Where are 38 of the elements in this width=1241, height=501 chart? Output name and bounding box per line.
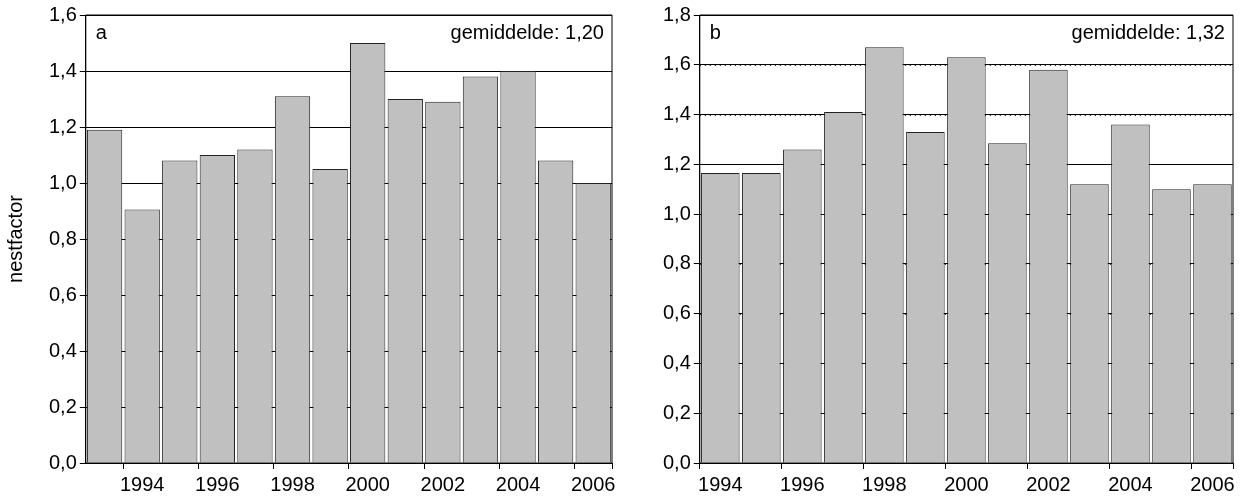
y-tick-label: 1,2 bbox=[662, 151, 691, 174]
y-tick-label: 1,6 bbox=[48, 2, 77, 25]
y-tick-label: 1,6 bbox=[662, 52, 691, 75]
y-axis-title: nestfactor bbox=[3, 194, 26, 283]
y-tick-label: 0,4 bbox=[48, 338, 77, 361]
y-tick-label: 0,8 bbox=[662, 251, 691, 274]
y-tick-label: 1,2 bbox=[48, 114, 77, 137]
annotation: b bbox=[709, 20, 721, 43]
y-tick-label: 0,8 bbox=[48, 226, 77, 249]
x-tick-label: 2000 bbox=[944, 472, 989, 495]
x-tick-label: 2004 bbox=[495, 472, 541, 495]
y-tick-label: 1,0 bbox=[48, 170, 77, 193]
y-tick-label: 0,2 bbox=[48, 394, 77, 417]
y-tick-label: 1,0 bbox=[662, 201, 691, 224]
x-tick-label: 2002 bbox=[420, 472, 466, 495]
y-tick-label: 1,4 bbox=[48, 58, 77, 81]
y-tick-label: 0,2 bbox=[662, 400, 691, 423]
y-tick-label: 0,6 bbox=[662, 301, 691, 324]
annotation: gemiddelde: 1,32 bbox=[1071, 20, 1225, 43]
x-tick-label: 2006 bbox=[570, 472, 616, 495]
x-tick-label: 1994 bbox=[119, 472, 165, 495]
x-tick-label: 2006 bbox=[1190, 472, 1235, 495]
y-tick-label: 0,0 bbox=[662, 450, 691, 473]
x-tick-label: 1996 bbox=[780, 472, 825, 495]
x-tick-label: 1998 bbox=[270, 472, 315, 495]
y-tick-label: 0,4 bbox=[662, 350, 691, 373]
annotation: a bbox=[95, 20, 108, 43]
y-tick-label: 1,8 bbox=[662, 2, 691, 25]
x-tick-label: 1998 bbox=[862, 472, 907, 495]
annotation: gemiddelde: 1,20 bbox=[450, 20, 604, 43]
y-tick-label: 0,6 bbox=[48, 282, 77, 305]
x-tick-label: 2000 bbox=[345, 472, 390, 495]
x-tick-label: 2002 bbox=[1026, 472, 1071, 495]
x-tick-label: 1996 bbox=[195, 472, 240, 495]
x-tick-label: 2004 bbox=[1108, 472, 1153, 495]
y-tick-label: 0,0 bbox=[48, 450, 77, 473]
y-tick-label: 1,4 bbox=[662, 102, 691, 125]
x-tick-label: 1994 bbox=[698, 472, 743, 495]
